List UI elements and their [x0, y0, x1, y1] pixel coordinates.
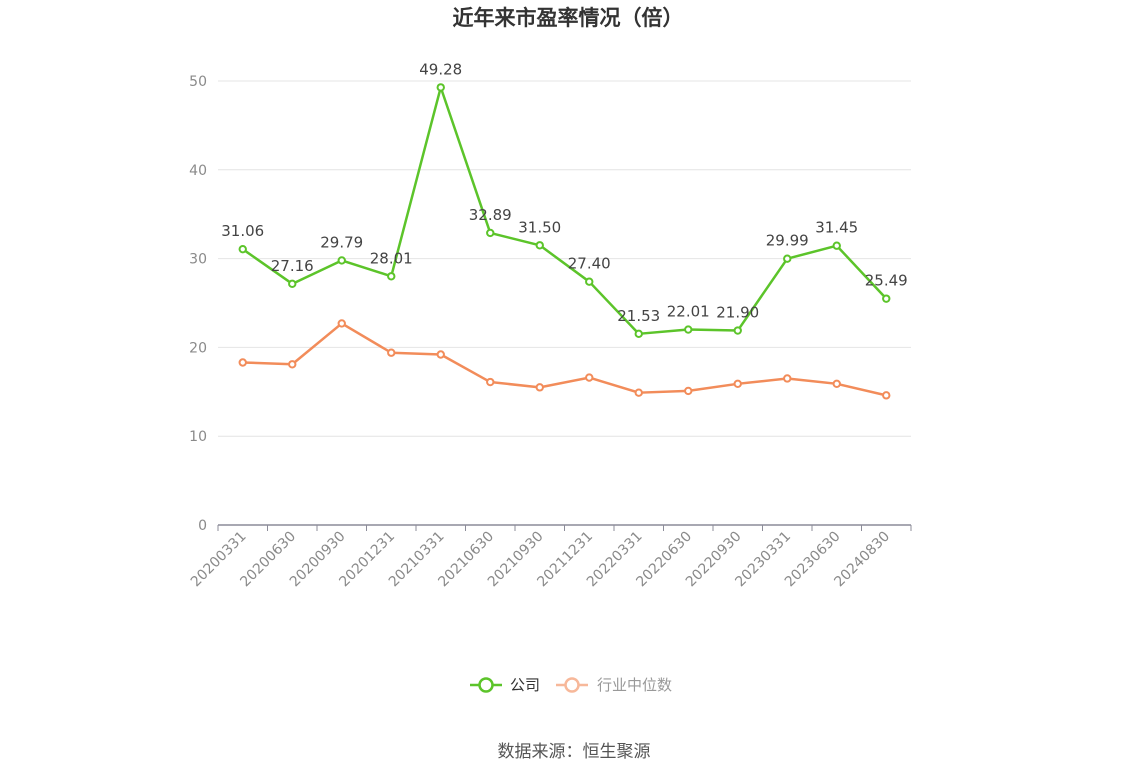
- grid: [218, 80, 911, 437]
- legend-marker-icon: [478, 677, 494, 693]
- y-tick-label: 30: [189, 252, 207, 268]
- data-point[interactable]: [733, 326, 742, 335]
- data-label: 29.99: [766, 232, 809, 250]
- data-point[interactable]: [882, 294, 891, 303]
- data-label: 31.45: [815, 219, 858, 237]
- data-point[interactable]: [684, 386, 693, 396]
- data-label: 21.53: [617, 307, 660, 325]
- y-tick-label: 20: [189, 340, 207, 356]
- legend-item-industry-median[interactable]: 行业中位数: [556, 676, 672, 694]
- source-note: 数据来源：恒生聚源: [498, 742, 651, 762]
- data-point[interactable]: [684, 325, 693, 334]
- data-point[interactable]: [238, 244, 247, 254]
- data-label: 29.79: [320, 233, 363, 251]
- data-point[interactable]: [783, 254, 792, 263]
- data-point[interactable]: [535, 383, 544, 392]
- series-line-company: [242, 86, 888, 336]
- chart-title: 近年来市盈率情况（倍）: [453, 6, 684, 30]
- data-point[interactable]: [486, 228, 495, 238]
- data-point[interactable]: [832, 241, 841, 250]
- data-label: 27.40: [568, 255, 611, 273]
- data-label: 22.01: [667, 303, 710, 321]
- data-point[interactable]: [832, 379, 841, 389]
- data-point[interactable]: [288, 279, 297, 289]
- data-point[interactable]: [535, 241, 544, 250]
- y-tick-label: 0: [198, 518, 207, 534]
- data-point[interactable]: [486, 377, 495, 387]
- y-tick-label: 10: [189, 429, 207, 445]
- legend-label: 行业中位数: [597, 676, 672, 694]
- legend-label: 公司: [510, 676, 540, 694]
- data-label: 27.16: [271, 257, 314, 275]
- data-label: 21.90: [716, 304, 759, 322]
- data-labels: 31.06 27.16 29.79 28.01 49.28 32.89 31.50 27.40…: [221, 60, 907, 324]
- data-label: 31.50: [518, 218, 561, 236]
- series-line-industry-median: [242, 322, 887, 397]
- data-point[interactable]: [238, 358, 247, 367]
- data-point[interactable]: [288, 360, 297, 369]
- data-label: 25.49: [865, 272, 908, 290]
- data-label: 49.28: [419, 60, 462, 78]
- data-point[interactable]: [387, 348, 396, 357]
- y-tick-label: 40: [189, 163, 207, 179]
- legend[interactable]: 公司 行业中位数: [470, 676, 672, 694]
- data-label: 32.89: [469, 206, 512, 224]
- data-point[interactable]: [585, 373, 594, 382]
- data-point[interactable]: [634, 388, 643, 397]
- axes: 0102030405020200331202006302020093020201…: [188, 74, 912, 590]
- y-tick-label: 50: [189, 74, 207, 90]
- data-point[interactable]: [387, 272, 396, 281]
- data-point[interactable]: [436, 83, 445, 92]
- data-point[interactable]: [436, 350, 445, 359]
- series-layer: [238, 83, 891, 400]
- legend-item-company[interactable]: 公司: [470, 676, 540, 694]
- data-point[interactable]: [634, 329, 643, 339]
- data-point[interactable]: [733, 379, 742, 389]
- legend-marker-icon: [564, 677, 580, 693]
- data-label: 28.01: [370, 249, 413, 267]
- data-label: 31.06: [221, 222, 264, 240]
- data-point[interactable]: [882, 391, 891, 400]
- data-point[interactable]: [585, 277, 594, 286]
- data-point[interactable]: [337, 319, 346, 328]
- data-point[interactable]: [783, 374, 792, 383]
- data-point[interactable]: [337, 256, 346, 265]
